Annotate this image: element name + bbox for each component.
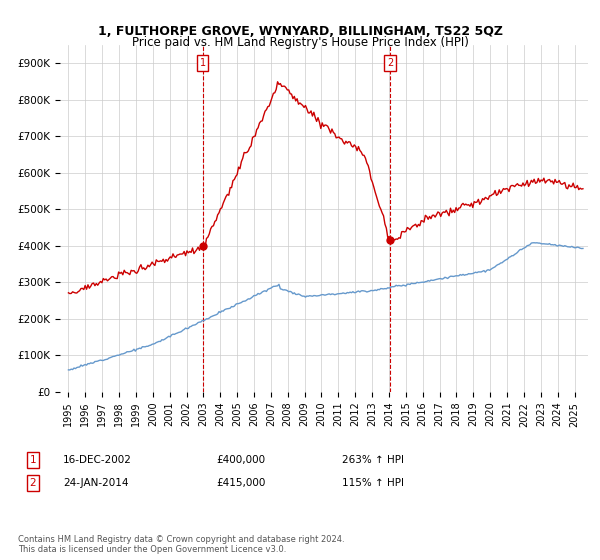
- Text: £415,000: £415,000: [216, 478, 265, 488]
- Text: 24-JAN-2014: 24-JAN-2014: [63, 478, 128, 488]
- Text: 1, FULTHORPE GROVE, WYNYARD, BILLINGHAM, TS22 5QZ: 1, FULTHORPE GROVE, WYNYARD, BILLINGHAM,…: [97, 25, 503, 38]
- Text: Price paid vs. HM Land Registry's House Price Index (HPI): Price paid vs. HM Land Registry's House …: [131, 36, 469, 49]
- Text: 263% ↑ HPI: 263% ↑ HPI: [342, 455, 404, 465]
- Text: 115% ↑ HPI: 115% ↑ HPI: [342, 478, 404, 488]
- Text: 2: 2: [29, 478, 37, 488]
- Text: £400,000: £400,000: [216, 455, 265, 465]
- Text: Contains HM Land Registry data © Crown copyright and database right 2024.
This d: Contains HM Land Registry data © Crown c…: [18, 535, 344, 554]
- Text: 1: 1: [29, 455, 37, 465]
- Text: 1: 1: [200, 58, 206, 68]
- Text: 2: 2: [387, 58, 393, 68]
- Text: 16-DEC-2002: 16-DEC-2002: [63, 455, 132, 465]
